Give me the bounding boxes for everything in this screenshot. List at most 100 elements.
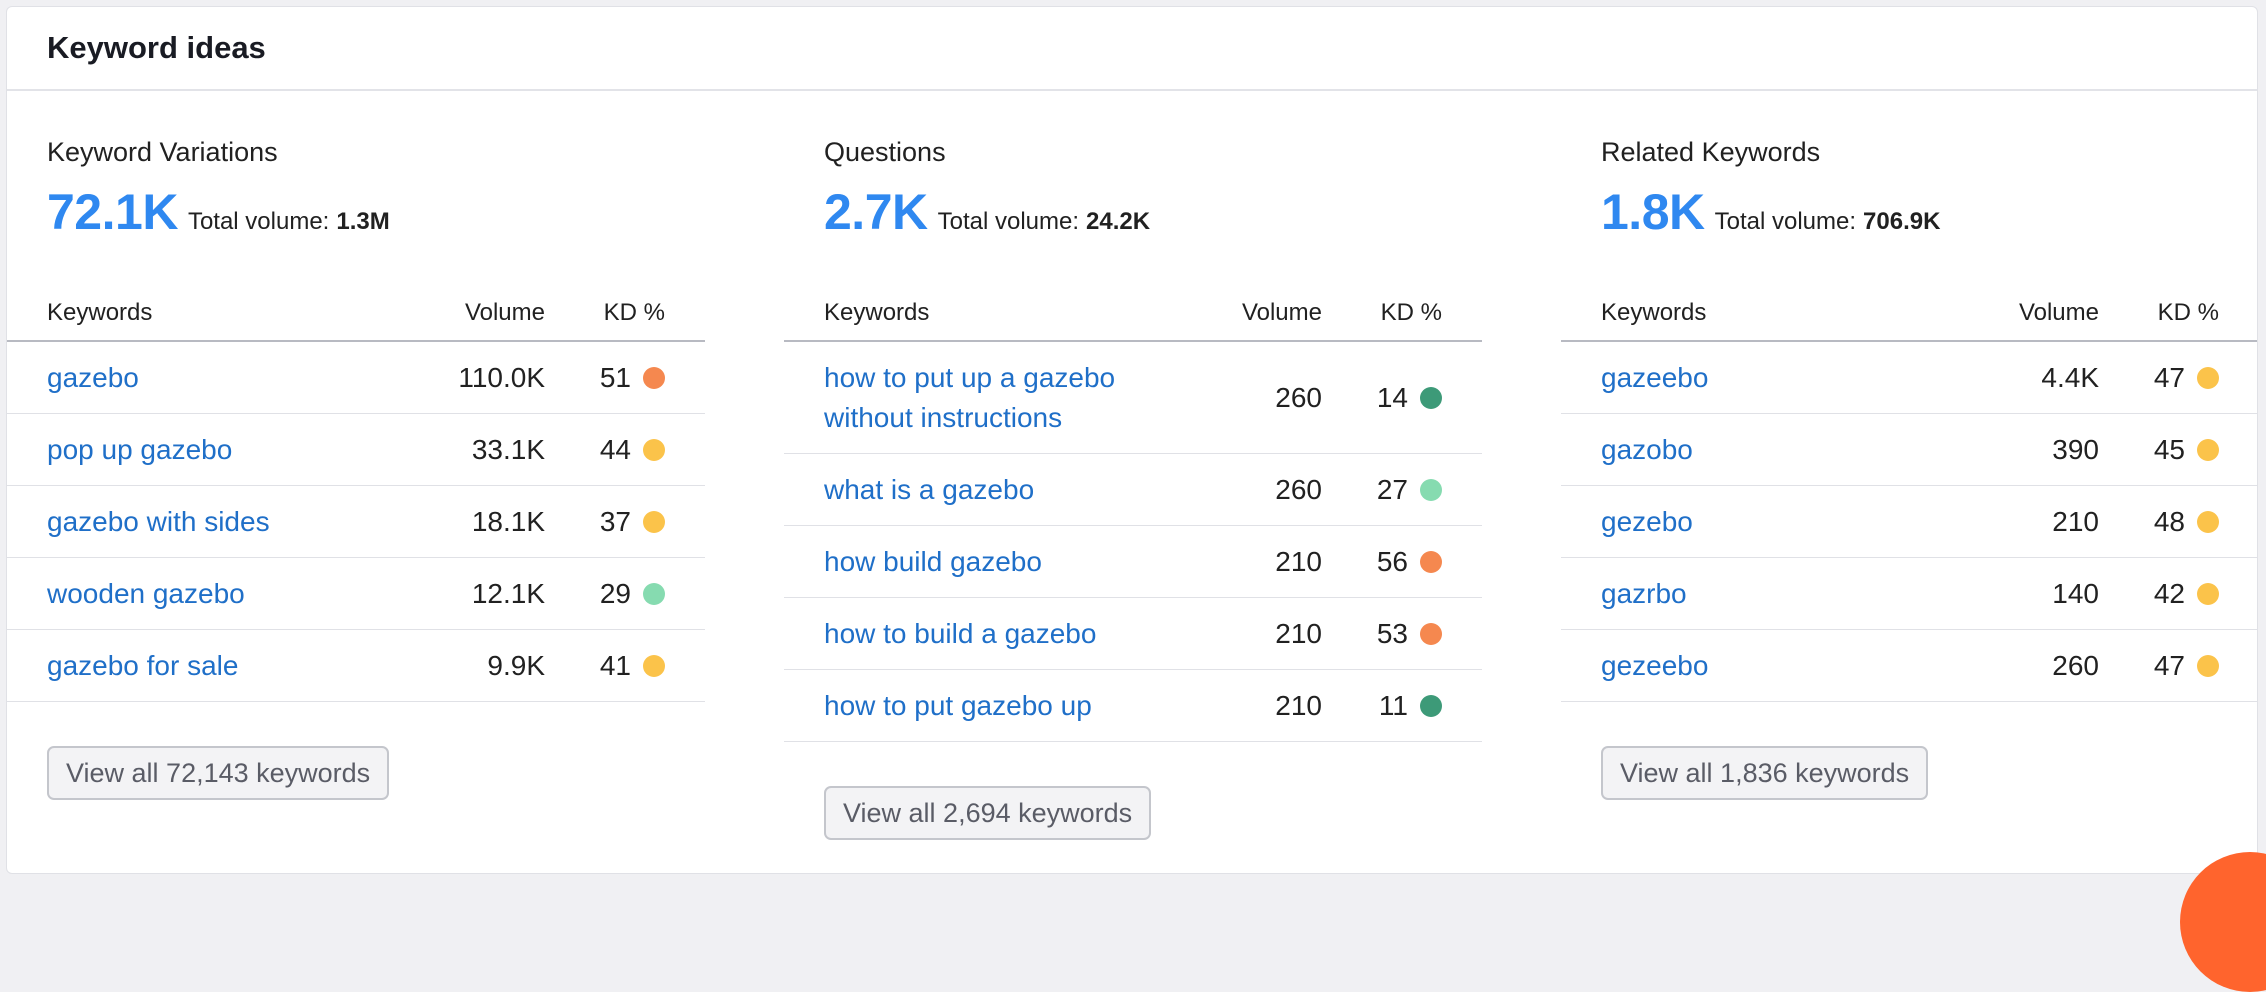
keyword-count: 1.8K [1601, 184, 1705, 240]
volume-value: 260 [2052, 649, 2099, 681]
table-row: how to put up a gazebo without instructi… [784, 342, 1482, 454]
kd-value: 14 [1376, 381, 1408, 413]
table-body: how to put up a gazebo without instructi… [784, 342, 1482, 742]
keyword-link[interactable]: gazebo for sale [47, 649, 239, 681]
keyword-link[interactable]: gazobo [1601, 433, 1693, 465]
kd-indicator-dot [2197, 654, 2219, 677]
volume-value: 210 [1275, 689, 1322, 721]
kd-value: 29 [599, 577, 631, 609]
kd-value: 27 [1376, 473, 1408, 505]
kd-value: 41 [599, 649, 631, 681]
section-title: Related Keywords [1601, 137, 1821, 167]
volume-value: 110.0K [458, 361, 545, 393]
table-body: gazebo 110.0K 51 pop up gazebo 33.1K 44 … [7, 342, 705, 702]
volume-value: 260 [1275, 381, 1322, 413]
keyword-count: 2.7K [824, 184, 928, 240]
header-keywords: Keywords [1601, 299, 1707, 326]
kd-value: 37 [599, 505, 631, 537]
header-kd: KD % [2157, 299, 2219, 326]
header-kd: KD % [1380, 299, 1442, 326]
stat-row: 72.1K Total volume: 1.3M [47, 183, 390, 241]
kd-value: 47 [2153, 649, 2185, 681]
volume-value: 4.4K [2041, 361, 2099, 393]
volume-value: 9.9K [487, 649, 545, 681]
kd-value: 45 [2153, 433, 2185, 465]
keyword-link[interactable]: gazrbo [1601, 577, 1687, 609]
keyword-ideas-card: Keyword ideas Keyword Variations 72.1K T… [6, 6, 2258, 874]
keyword-link[interactable]: how to put up a gazebo without instructi… [824, 361, 1116, 433]
header-volume: Volume [464, 299, 545, 326]
header-keywords: Keywords [47, 299, 153, 326]
view-all-keywords-button[interactable]: View all 72,143 keywords [47, 746, 390, 800]
header-volume: Volume [2018, 299, 2099, 326]
volume-value: 12.1K [471, 577, 545, 609]
kd-value: 53 [1376, 617, 1408, 649]
keyword-link[interactable]: how to put gazebo up [824, 689, 1092, 721]
header-kd: KD % [603, 299, 665, 326]
keyword-link[interactable]: gazebo [47, 361, 139, 393]
keyword-link[interactable]: how build gazebo [824, 545, 1042, 577]
table-row: gazeebo 4.4K 47 [1561, 342, 2257, 414]
table-header: Keywords Volume KD % [1561, 287, 2257, 342]
keyword-count: 72.1K [47, 184, 178, 240]
table-row: gazebo for sale 9.9K 41 [7, 630, 705, 702]
total-volume-value: 24.2K [1086, 208, 1151, 235]
kd-value: 48 [2153, 505, 2185, 537]
table-row: how build gazebo 210 56 [784, 526, 1482, 598]
volume-value: 18.1K [471, 505, 545, 537]
section-title: Questions [824, 137, 946, 167]
keyword-link[interactable]: gezeebo [1601, 649, 1709, 681]
volume-value: 260 [1275, 473, 1322, 505]
kd-indicator-dot [1420, 622, 1442, 645]
table-row: gazobo 390 45 [1561, 414, 2257, 486]
kd-indicator-dot [643, 510, 665, 533]
table-row: how to put gazebo up 210 11 [784, 670, 1482, 742]
volume-value: 140 [2052, 577, 2099, 609]
kd-indicator-dot [643, 438, 665, 461]
kd-indicator-dot [1420, 694, 1442, 717]
stat-row: 1.8K Total volume: 706.9K [1601, 183, 1940, 241]
kd-indicator-dot [643, 366, 665, 389]
table-row: gezebo 210 48 [1561, 486, 2257, 558]
kd-indicator-dot [2197, 438, 2219, 461]
section-title: Keyword Variations [47, 137, 278, 167]
keyword-link[interactable]: gazeebo [1601, 361, 1709, 393]
stat-row: 2.7K Total volume: 24.2K [824, 183, 1150, 241]
header-volume: Volume [1241, 299, 1322, 326]
total-volume-label: Total volume: [187, 208, 330, 235]
view-all-keywords-button[interactable]: View all 1,836 keywords [1601, 746, 1929, 800]
keyword-link[interactable]: pop up gazebo [47, 433, 233, 465]
kd-value: 42 [2153, 577, 2185, 609]
table-row: gezeebo 260 47 [1561, 630, 2257, 702]
total-volume-value: 1.3M [336, 208, 390, 235]
volume-value: 210 [1275, 545, 1322, 577]
volume-value: 390 [2052, 433, 2099, 465]
keyword-link[interactable]: wooden gazebo [47, 577, 245, 609]
table-row: wooden gazebo 12.1K 29 [7, 558, 705, 630]
keyword-link[interactable]: how to build a gazebo [824, 617, 1097, 649]
table-row: gazebo with sides 18.1K 37 [7, 486, 705, 558]
kd-indicator-dot [2197, 582, 2219, 605]
kd-indicator-dot [1420, 550, 1442, 573]
kd-value: 51 [599, 361, 631, 393]
kd-value: 11 [1378, 689, 1408, 721]
kd-indicator-dot [643, 582, 665, 605]
table-header: Keywords Volume KD % [7, 287, 705, 342]
kd-indicator-dot [2197, 510, 2219, 533]
table-row: how to build a gazebo 210 53 [784, 598, 1482, 670]
kd-indicator-dot [1420, 478, 1442, 501]
keyword-link[interactable]: gezebo [1601, 505, 1693, 537]
table-body: gazeebo 4.4K 47 gazobo 390 45 gezebo 210… [1561, 342, 2257, 702]
volume-value: 33.1K [471, 433, 545, 465]
view-all-keywords-button[interactable]: View all 2,694 keywords [824, 786, 1152, 840]
table-row: gazebo 110.0K 51 [7, 342, 705, 414]
card-header: Keyword ideas [7, 7, 2257, 91]
kd-indicator-dot [643, 654, 665, 677]
table-header: Keywords Volume KD % [784, 287, 1482, 342]
header-keywords: Keywords [824, 299, 930, 326]
volume-value: 210 [2052, 505, 2099, 537]
keyword-link[interactable]: what is a gazebo [824, 473, 1035, 505]
table-row: gazrbo 140 42 [1561, 558, 2257, 630]
kd-value: 44 [599, 433, 631, 465]
keyword-link[interactable]: gazebo with sides [47, 505, 270, 537]
